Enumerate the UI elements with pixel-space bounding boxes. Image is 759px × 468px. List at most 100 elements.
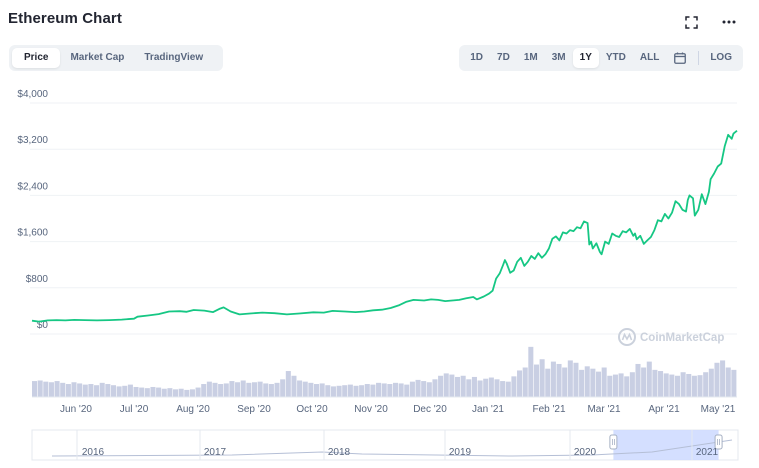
volume-bar: [325, 385, 331, 397]
volume-bar: [421, 381, 427, 397]
volume-bar: [488, 377, 494, 397]
range-7d[interactable]: 7D: [497, 52, 510, 63]
volume-bar: [392, 382, 398, 397]
volume-bar: [398, 383, 404, 397]
y-tick-label: $1,600: [17, 228, 48, 239]
volume-bar: [161, 388, 167, 397]
fullscreen-icon[interactable]: [683, 14, 699, 30]
log-scale-toggle[interactable]: LOG: [710, 52, 732, 63]
volume-bar: [54, 381, 60, 397]
calendar-icon[interactable]: [666, 48, 694, 68]
volume-bar: [268, 384, 274, 397]
volume-bar: [517, 370, 523, 397]
range-ytd[interactable]: YTD: [605, 52, 626, 63]
volume-bar: [94, 385, 100, 397]
volume-bar: [584, 366, 590, 397]
chart-toolbar: [683, 14, 737, 30]
volume-bar: [579, 369, 585, 397]
x-tick-label: Sep '20: [237, 404, 271, 415]
y-tick-label: $4,000: [17, 89, 48, 100]
range-1y[interactable]: 1Y: [572, 48, 599, 68]
volume-bar: [297, 380, 303, 397]
volume-bar: [359, 385, 365, 397]
range-navigator[interactable]: [31, 429, 739, 461]
volume-bar: [466, 379, 472, 397]
volume-bar: [573, 362, 579, 397]
more-icon[interactable]: [721, 14, 737, 30]
tab-price[interactable]: Price: [12, 48, 61, 68]
volume-bar: [646, 361, 652, 397]
navigator-year-label: 2019: [449, 447, 472, 458]
volume-bar: [353, 385, 359, 397]
volume-bar: [545, 368, 551, 397]
x-tick-label: Jan '21: [472, 404, 504, 415]
navigator-handle-right[interactable]: [714, 434, 723, 450]
volume-bar: [77, 383, 83, 397]
range-1d[interactable]: 1D: [470, 52, 484, 63]
volume-bar: [449, 374, 455, 397]
volume-bar: [212, 382, 218, 397]
tab-market-cap[interactable]: Market Cap: [70, 52, 125, 63]
x-tick-label: Apr '21: [648, 404, 680, 415]
volume-bar: [404, 384, 410, 397]
volume-bar: [652, 369, 658, 397]
volume-bar: [223, 383, 229, 397]
volume-bar: [189, 389, 195, 397]
volume-bar: [314, 384, 320, 397]
volume-bar: [235, 382, 241, 397]
navigator-year-label: 2017: [204, 447, 227, 458]
volume-bar: [150, 386, 156, 397]
volume-bar: [88, 384, 94, 397]
volume-bar: [708, 368, 714, 397]
volume-bar: [629, 372, 635, 397]
x-tick-label: Jul '20: [120, 404, 149, 415]
volume-bar: [99, 382, 105, 397]
volume-bar: [48, 382, 54, 397]
volume-bar: [263, 383, 269, 397]
volume-bar: [658, 371, 664, 397]
volume-bar: [144, 388, 150, 397]
page-title: Ethereum Chart: [8, 10, 122, 27]
volume-bar: [308, 382, 314, 397]
navigator-handle-left[interactable]: [609, 434, 618, 450]
volume-bar: [291, 375, 297, 397]
watermark-text: CoinMarketCap: [640, 332, 724, 344]
volume-bar: [601, 367, 607, 397]
volume-bar: [139, 387, 145, 397]
volume-bar: [720, 360, 726, 397]
range-all[interactable]: ALL: [639, 52, 660, 63]
volume-bar: [376, 382, 382, 397]
navigator-selection[interactable]: [613, 430, 719, 460]
volume-bar: [607, 375, 613, 397]
volume-bar: [663, 373, 669, 397]
volume-bar: [641, 367, 647, 397]
volume-bar: [201, 384, 207, 397]
volume-bar: [714, 362, 720, 397]
range-3m[interactable]: 3M: [551, 52, 566, 63]
volume-bar: [409, 381, 415, 397]
volume-bar: [116, 386, 122, 397]
volume-bar: [381, 383, 387, 397]
volume-bar: [251, 382, 257, 397]
volume-bar: [71, 382, 77, 397]
volume-bar: [82, 384, 88, 397]
tab-tradingview[interactable]: TradingView: [144, 52, 204, 63]
volume-bar: [195, 387, 201, 397]
volume-bar: [505, 381, 511, 397]
x-tick-label: Dec '20: [413, 404, 447, 415]
volume-bar: [122, 385, 128, 397]
volume-bar: [669, 374, 675, 397]
y-tick-label: $3,200: [17, 135, 48, 146]
volume-bar: [240, 380, 246, 397]
range-1m[interactable]: 1M: [523, 52, 538, 63]
x-tick-label: Mar '21: [587, 404, 620, 415]
volume-bar: [246, 382, 252, 397]
volume-bar: [257, 381, 263, 397]
volume-bar: [432, 379, 438, 397]
volume-bar: [110, 385, 116, 397]
volume-bar: [133, 386, 139, 397]
volume-bar: [703, 372, 709, 397]
volume-bar: [725, 367, 731, 397]
volume-bar: [528, 346, 534, 397]
volume-bar: [471, 376, 477, 397]
